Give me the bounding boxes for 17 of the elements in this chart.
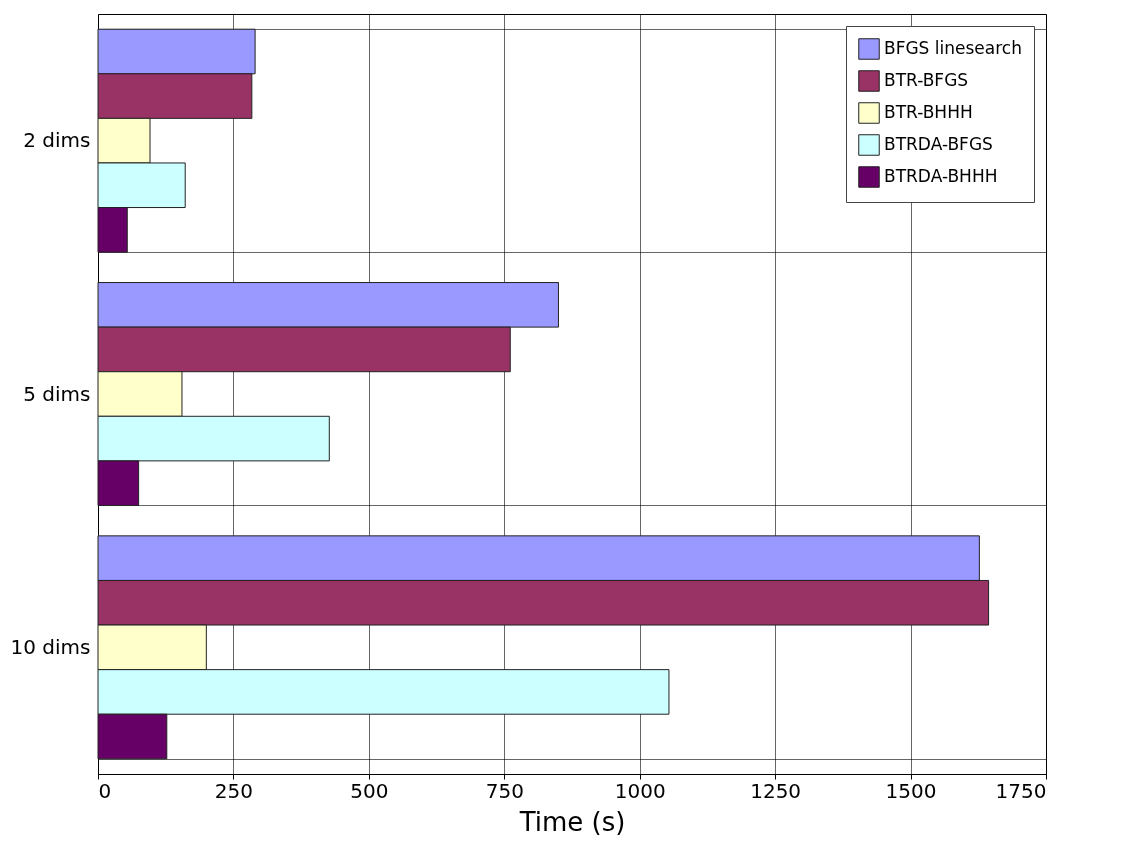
y-tick-label: 5 dims [23, 381, 91, 406]
y-tick-label: 10 dims [10, 634, 91, 659]
x-tick-label: 1500 [885, 778, 937, 803]
legend-label: BTR-BFGS [884, 70, 969, 90]
x-tick-label: 1750 [995, 778, 1047, 803]
x-tick-label: 1250 [750, 778, 802, 803]
x-tick-label: 250 [214, 778, 254, 803]
x-axis-title: Time (s) [518, 806, 626, 837]
legend-label: BFGS linesearch [884, 38, 1022, 58]
y-tick-label: 2 dims [23, 128, 91, 153]
legend-label: BTRDA-BFGS [884, 134, 993, 154]
legend-label: BTR-BHHH [884, 102, 973, 122]
x-tick-label: 500 [350, 778, 389, 803]
x-tick-label: 750 [485, 778, 524, 803]
legend-label: BTRDA-BHHH [884, 166, 998, 186]
x-tick-label: 0 [98, 778, 112, 803]
x-tick-label: 1000 [614, 778, 666, 803]
